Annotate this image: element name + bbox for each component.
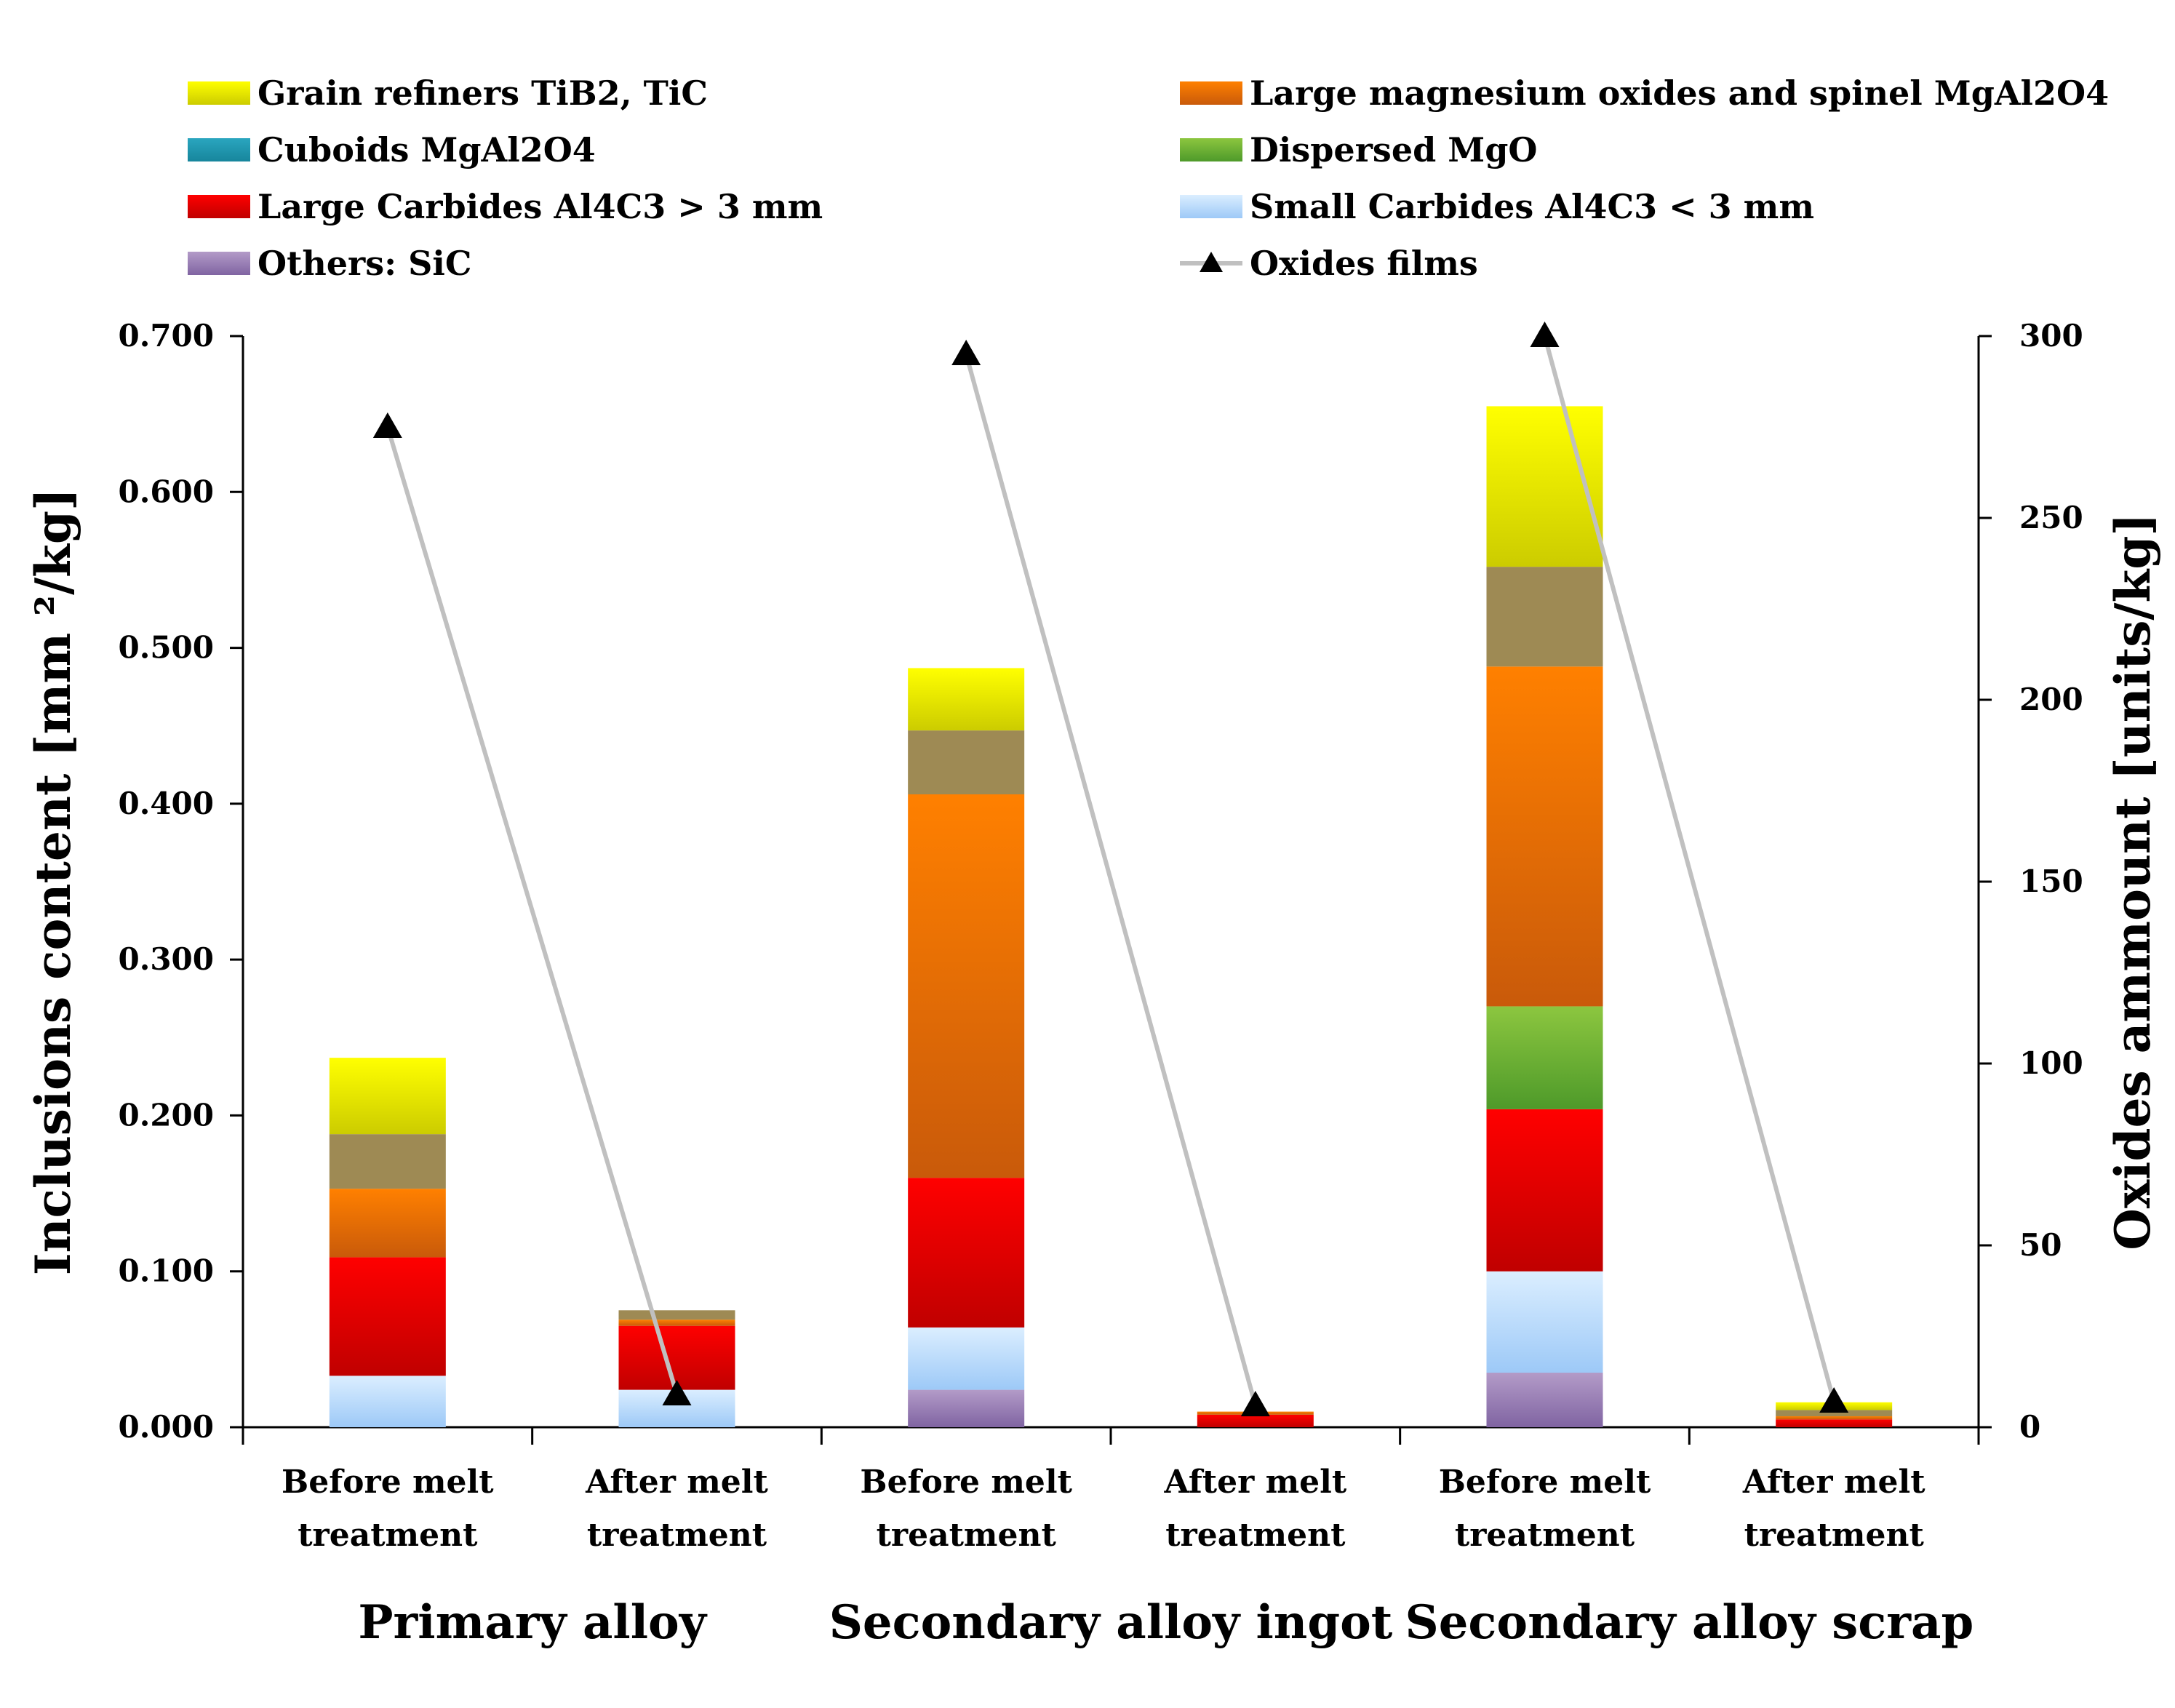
legend-swatch-large-magnesium-oxides-and-spinel-mgal2o4 xyxy=(1180,81,1242,105)
legend: Grain refiners TiB2, TiC Large magnesium … xyxy=(188,73,2109,283)
category-label-line1: Before melt xyxy=(1439,1464,1651,1501)
category-label-line1: Before melt xyxy=(860,1464,1072,1501)
bar-large-carbides-al4c3-3-mm xyxy=(618,1325,735,1390)
bar-grain-refiners-tib2-tic xyxy=(908,668,1025,731)
legend-label-large-magnesium-oxides-and-spinel-mgal2o4: Large magnesium oxides and spinel MgAl2O… xyxy=(1250,73,2109,113)
oxides-line-segment xyxy=(964,354,1258,1406)
category-label-line2: treatment xyxy=(1744,1517,1925,1554)
bar-grain-refiners-tib2-tic xyxy=(329,1058,446,1135)
right-tick-label: 300 xyxy=(2019,318,2083,354)
legend-label-small-carbides-al4c3-3-mm: Small Carbides Al4C3 < 3 mm xyxy=(1250,187,1814,226)
bar-brown-band xyxy=(618,1310,735,1320)
left-tick-label: 0.500 xyxy=(118,630,214,666)
category-label-line2: treatment xyxy=(877,1517,1057,1554)
oxides-line-segment xyxy=(385,426,679,1395)
left-tick-label: 0.300 xyxy=(118,941,214,977)
bar-dispersed-mgo xyxy=(1486,1006,1603,1109)
bar-others-sic xyxy=(908,1389,1025,1427)
oxides-marker xyxy=(372,412,402,438)
legend-swatch-small-carbides-al4c3-3-mm xyxy=(1180,195,1242,218)
group-label: Secondary alloy scrap xyxy=(1405,1595,1974,1650)
axes xyxy=(230,335,1992,1445)
bar-brown-band xyxy=(1486,567,1603,667)
category-label-line1: After melt xyxy=(585,1464,768,1501)
legend-label-dispersed-mgo: Dispersed MgO xyxy=(1250,130,1537,169)
oxides-line-segment xyxy=(1542,335,1837,1402)
oxides-marker xyxy=(951,340,981,365)
right-tick-label: 150 xyxy=(2019,863,2083,899)
category-label-line1: Before melt xyxy=(282,1464,494,1501)
bar-small-carbides-al4c3-3-mm xyxy=(1486,1271,1603,1373)
category-label-line2: treatment xyxy=(298,1517,478,1554)
right-tick-label: 250 xyxy=(2019,500,2083,535)
right-axis-title: Oxides ammount [units/kg] xyxy=(2104,513,2161,1250)
bars xyxy=(329,406,1893,1427)
legend-label-cuboids-mgal2o4: Cuboids MgAl2O4 xyxy=(258,130,596,169)
bar-small-carbides-al4c3-3-mm xyxy=(329,1376,446,1427)
oxides-marker xyxy=(1530,322,1560,347)
bar-large-carbides-al4c3-3-mm xyxy=(1197,1414,1314,1427)
legend-swatch-dispersed-mgo xyxy=(1180,138,1242,161)
bar-large-carbides-al4c3-3-mm xyxy=(329,1257,446,1376)
bar-large-magnesium-oxides-and-spinel-mgal2o4 xyxy=(329,1189,446,1258)
oxides-marker xyxy=(1819,1387,1849,1413)
left-tick-label: 0.200 xyxy=(118,1097,214,1133)
category-label-line2: treatment xyxy=(587,1517,767,1554)
bar-large-carbides-al4c3-3-mm xyxy=(908,1178,1025,1328)
legend-swatch-others-sic xyxy=(188,252,250,275)
left-tick-label: 0.100 xyxy=(118,1253,214,1289)
right-tick-label: 200 xyxy=(2019,682,2083,717)
group-label: Primary alloy xyxy=(358,1595,707,1650)
category-label-line1: After melt xyxy=(1163,1464,1346,1501)
right-tick-label: 100 xyxy=(2019,1045,2083,1081)
legend-swatch-cuboids-mgal2o4 xyxy=(188,138,250,161)
legend-swatch-grain-refiners-tib2-tic xyxy=(188,81,250,105)
legend-marker-oxides-films xyxy=(1200,252,1223,272)
legend-label-large-carbides-al4c3-3-mm: Large Carbides Al4C3 > 3 mm xyxy=(258,187,823,226)
bar-small-carbides-al4c3-3-mm xyxy=(908,1327,1025,1390)
right-tick-label: 0 xyxy=(2019,1409,2040,1445)
oxides-marker xyxy=(662,1380,692,1405)
bar-others-sic xyxy=(1486,1373,1603,1427)
category-label-line1: After melt xyxy=(1742,1464,1925,1501)
bar-large-magnesium-oxides-and-spinel-mgal2o4 xyxy=(1486,666,1603,1007)
bar-large-magnesium-oxides-and-spinel-mgal2o4 xyxy=(908,794,1025,1178)
left-tick-label: 0.400 xyxy=(118,786,214,821)
oxides-films-line xyxy=(372,322,1849,1416)
group-label: Secondary alloy ingot xyxy=(829,1595,1393,1650)
legend-label-others-sic: Others: SiC xyxy=(258,244,471,283)
category-label-line2: treatment xyxy=(1165,1517,1346,1554)
legend-swatch-large-carbides-al4c3-3-mm xyxy=(188,195,250,218)
oxides-marker xyxy=(1240,1391,1270,1416)
left-tick-label: 0.700 xyxy=(118,318,214,354)
bar-brown-band xyxy=(908,730,1025,794)
legend-label-oxides-films: Oxides films xyxy=(1250,244,1478,283)
bar-brown-band xyxy=(329,1134,446,1189)
left-tick-label: 0.000 xyxy=(118,1409,214,1445)
bar-large-magnesium-oxides-and-spinel-mgal2o4 xyxy=(618,1320,735,1326)
bar-large-magnesium-oxides-and-spinel-mgal2o4 xyxy=(1776,1416,1893,1420)
bar-large-carbides-al4c3-3-mm xyxy=(1486,1109,1603,1272)
legend-label-grain-refiners-tib2-tic: Grain refiners TiB2, TiC xyxy=(258,73,708,113)
right-tick-label: 50 xyxy=(2019,1227,2062,1263)
axis-labels: 0.000 0.100 0.200 0.300 0.400 0.500 0.600 0.700… xyxy=(25,318,2161,1650)
left-axis-title: Inclusions content [mm ²/kg] xyxy=(25,488,81,1276)
category-label-line2: treatment xyxy=(1455,1517,1635,1554)
left-tick-label: 0.600 xyxy=(118,474,214,509)
bar-large-carbides-al4c3-3-mm xyxy=(1776,1419,1893,1427)
bar-brown-band xyxy=(1776,1410,1893,1416)
